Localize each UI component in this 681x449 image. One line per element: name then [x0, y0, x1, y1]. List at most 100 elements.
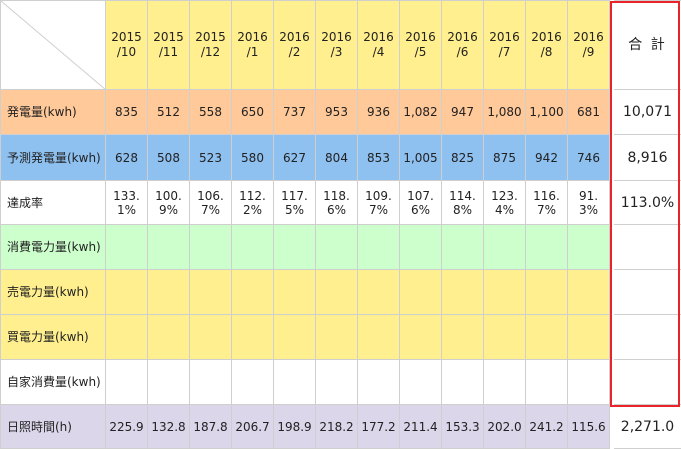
value-cell [442, 315, 484, 360]
value-cell [274, 270, 316, 315]
value-cell [316, 360, 358, 405]
value-cell [526, 315, 568, 360]
value-cell [568, 315, 610, 360]
value-cell [442, 360, 484, 405]
value-cell [274, 225, 316, 270]
corner-cell [1, 1, 106, 90]
value-cell [568, 360, 610, 405]
value-cell: 627 [274, 135, 316, 181]
total-cell [614, 225, 681, 270]
total-cell [614, 360, 681, 405]
total-cell [614, 270, 681, 315]
month-header: 2016 /6 [442, 1, 484, 90]
value-cell [358, 315, 400, 360]
value-cell [316, 270, 358, 315]
value-cell: 241.2 [526, 405, 568, 449]
value-cell: 947 [442, 90, 484, 135]
value-cell: 650 [232, 90, 274, 135]
value-cell: 153.3 [442, 405, 484, 449]
row-label: 買電力量(kwh) [1, 315, 106, 360]
month-header: 2016 /7 [484, 1, 526, 90]
value-cell: 825 [442, 135, 484, 181]
value-cell: 109. 7% [358, 181, 400, 225]
value-cell: 853 [358, 135, 400, 181]
row-label: 自家消費量(kwh) [1, 360, 106, 405]
diagonal-line [1, 1, 106, 90]
value-cell: 512 [148, 90, 190, 135]
value-cell [526, 360, 568, 405]
value-cell: 1,005 [400, 135, 442, 181]
value-cell: 211.4 [400, 405, 442, 449]
month-header: 2016 /4 [358, 1, 400, 90]
total-header: 合 計 [614, 1, 681, 90]
self-consumption-row: 自家消費量(kwh) [1, 360, 681, 405]
value-cell: 100. 9% [148, 181, 190, 225]
value-cell: 953 [316, 90, 358, 135]
value-cell: 114. 8% [442, 181, 484, 225]
value-cell [400, 360, 442, 405]
total-cell: 113.0% [614, 181, 681, 225]
value-cell: 1,100 [526, 90, 568, 135]
value-cell: 91. 3% [568, 181, 610, 225]
bought-power-row: 買電力量(kwh) [1, 315, 681, 360]
month-header: 2015 /10 [106, 1, 148, 90]
total-cell: 10,071 [614, 90, 681, 135]
value-cell: 116. 7% [526, 181, 568, 225]
value-cell [358, 360, 400, 405]
value-cell [190, 270, 232, 315]
value-cell [484, 315, 526, 360]
value-cell [148, 315, 190, 360]
value-cell: 106. 7% [190, 181, 232, 225]
value-cell [190, 225, 232, 270]
value-cell [316, 315, 358, 360]
value-cell: 746 [568, 135, 610, 181]
row-label: 発電量(kwh) [1, 90, 106, 135]
value-cell [148, 225, 190, 270]
value-cell: 804 [316, 135, 358, 181]
value-cell: 523 [190, 135, 232, 181]
row-label: 達成率 [1, 181, 106, 225]
value-cell: 875 [484, 135, 526, 181]
value-cell: 107. 6% [400, 181, 442, 225]
value-cell: 225.9 [106, 405, 148, 449]
value-cell [232, 270, 274, 315]
value-cell: 558 [190, 90, 232, 135]
value-cell: 580 [232, 135, 274, 181]
value-cell: 133. 1% [106, 181, 148, 225]
value-cell [106, 315, 148, 360]
value-cell: 177.2 [358, 405, 400, 449]
value-cell [442, 270, 484, 315]
value-cell: 218.2 [316, 405, 358, 449]
value-cell: 936 [358, 90, 400, 135]
row-label: 消費電力量(kwh) [1, 225, 106, 270]
row-label: 日照時間(h) [1, 405, 106, 449]
value-cell [568, 225, 610, 270]
value-cell: 1,082 [400, 90, 442, 135]
value-cell [442, 225, 484, 270]
value-cell [484, 270, 526, 315]
value-cell: 187.8 [190, 405, 232, 449]
value-cell [526, 225, 568, 270]
value-cell: 737 [274, 90, 316, 135]
value-cell: 198.9 [274, 405, 316, 449]
value-cell: 835 [106, 90, 148, 135]
value-cell: 1,080 [484, 90, 526, 135]
value-cell [484, 360, 526, 405]
value-cell [190, 315, 232, 360]
value-cell [484, 225, 526, 270]
value-cell [526, 270, 568, 315]
value-cell [274, 360, 316, 405]
value-cell [316, 225, 358, 270]
value-cell [148, 270, 190, 315]
month-header: 2016 /3 [316, 1, 358, 90]
value-cell: 118. 6% [316, 181, 358, 225]
value-cell: 942 [526, 135, 568, 181]
value-cell [568, 270, 610, 315]
value-cell: 681 [568, 90, 610, 135]
row-label: 予測発電量(kwh) [1, 135, 106, 181]
consumption-row: 消費電力量(kwh) [1, 225, 681, 270]
